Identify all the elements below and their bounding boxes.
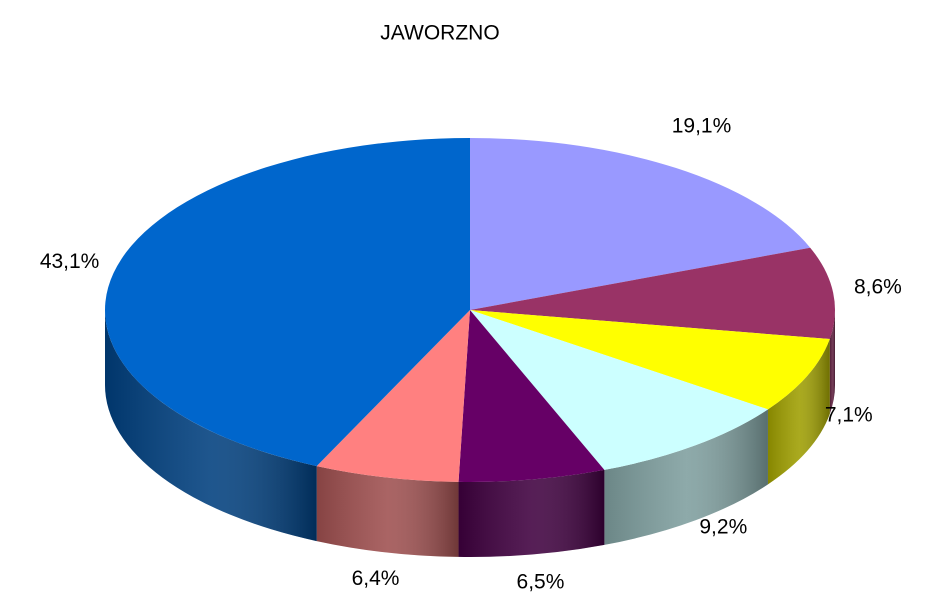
pie-slice [458,310,605,482]
data-label: 7,1% [825,404,873,427]
data-label: 8,6% [854,275,902,298]
pie-slice [316,310,470,482]
pie-slice [105,138,471,467]
pie-side-shade [316,466,459,557]
data-label: 6,5% [517,570,565,593]
pie-slice [470,247,835,340]
pie-slice [470,310,768,470]
pie-side-shade [767,339,830,485]
pie-side-shade [604,409,768,545]
data-label: 43,1% [40,250,100,273]
data-label: 19,1% [672,114,732,137]
data-label: 6,4% [352,567,400,590]
data-label: 9,2% [699,515,747,538]
pie-slice [470,310,830,410]
chart-title: JAWORZNO [380,22,499,45]
pie-slice [470,138,811,310]
pie-side-shade [105,310,317,542]
pie-side-shade [458,469,605,557]
pie-side-shade [829,310,835,415]
